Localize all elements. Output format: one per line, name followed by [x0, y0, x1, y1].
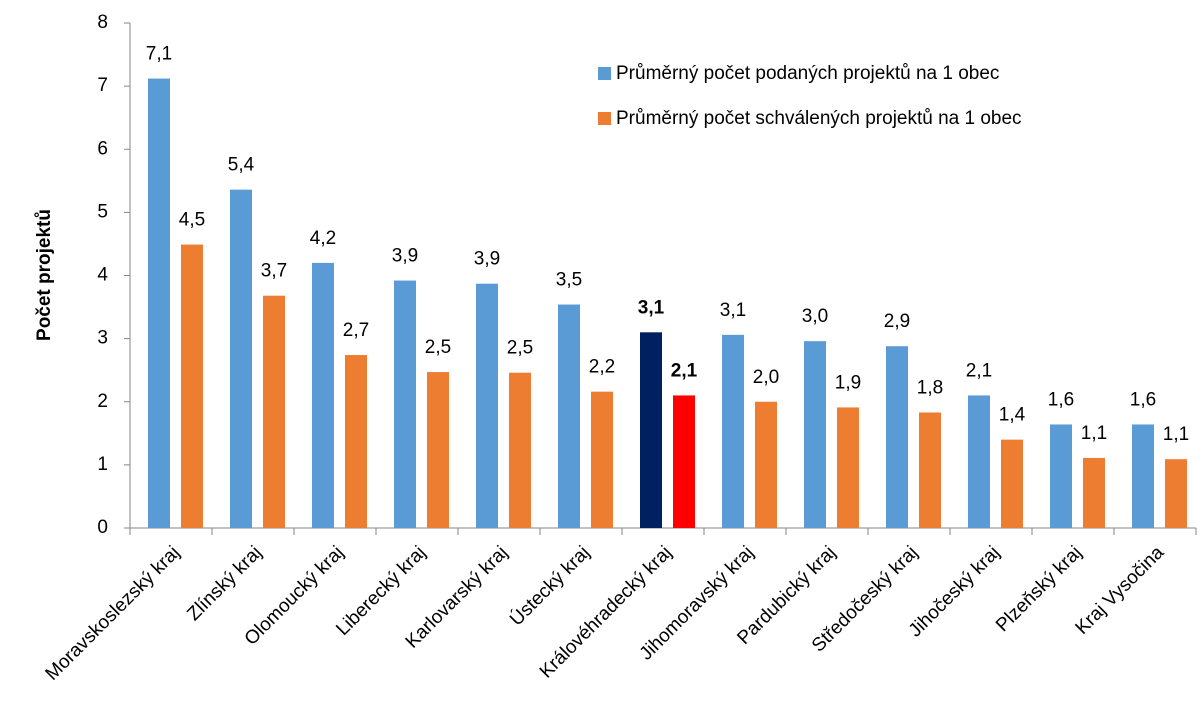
- data-label: 1,1: [1081, 423, 1107, 444]
- bar: [968, 395, 990, 528]
- y-tick-label: 5: [97, 201, 108, 222]
- data-label: 1,6: [1130, 389, 1156, 410]
- bar: [919, 412, 941, 528]
- data-label: 2,0: [753, 367, 779, 388]
- x-tick-label: Zlínský kraj: [183, 542, 266, 625]
- data-label: 2,2: [589, 357, 615, 378]
- bar: [804, 341, 826, 528]
- data-label: 2,1: [671, 360, 698, 381]
- data-label: 3,9: [474, 249, 500, 270]
- bar: [312, 262, 334, 528]
- legend-label: Průměrný počet schválených projektů na 1…: [616, 108, 1022, 129]
- data-label: 2,9: [884, 311, 910, 332]
- y-tick-label: 2: [97, 391, 108, 412]
- y-axis-title: Počet projektů: [34, 209, 55, 341]
- data-label: 1,8: [917, 377, 943, 398]
- data-label: 4,5: [179, 210, 205, 231]
- legend-label: Průměrný počet podaných projektů na 1 ob…: [616, 63, 999, 84]
- data-label: 2,7: [343, 320, 369, 341]
- bar: [886, 346, 908, 528]
- bar: [558, 304, 580, 528]
- data-label: 1,4: [999, 405, 1026, 426]
- data-label: 7,1: [146, 44, 172, 65]
- bar: [345, 355, 367, 528]
- bar: [837, 407, 859, 528]
- bar: [394, 280, 416, 528]
- bar: [263, 295, 285, 528]
- data-label: 2,1: [966, 360, 992, 381]
- legend-swatch: [598, 112, 611, 125]
- bar: [181, 244, 203, 528]
- data-label: 2,5: [507, 338, 533, 359]
- bar: [755, 401, 777, 528]
- y-tick-label: 6: [97, 138, 108, 159]
- y-tick-label: 4: [97, 265, 108, 286]
- bar: [1050, 424, 1072, 528]
- x-tick-label: Kraj Vysočina: [1072, 542, 1169, 639]
- y-tick-label: 3: [97, 328, 108, 349]
- y-tick-label: 8: [97, 12, 108, 33]
- bar: [148, 78, 170, 529]
- bar: [591, 391, 613, 528]
- bar: [673, 395, 695, 528]
- legend-swatch: [598, 67, 611, 80]
- data-label: 3,5: [556, 270, 582, 291]
- bar: [1132, 424, 1154, 528]
- x-tick-label: Ústecký kraj: [505, 542, 594, 631]
- data-label: 3,1: [720, 300, 746, 321]
- y-tick-label: 7: [97, 75, 108, 96]
- bar: [1083, 457, 1105, 528]
- data-label: 3,1: [638, 297, 665, 318]
- bar: [722, 334, 744, 528]
- data-label: 1,6: [1048, 389, 1074, 410]
- x-tick-label: Moravskoslezský kraj: [42, 542, 185, 685]
- y-tick-label: 1: [97, 454, 108, 475]
- data-label: 3,9: [392, 246, 418, 267]
- bar: [640, 332, 662, 528]
- data-label: 1,9: [835, 372, 861, 393]
- bar: [476, 283, 498, 528]
- data-label: 3,7: [261, 261, 287, 282]
- bar: [1001, 439, 1023, 528]
- data-label: 1,1: [1163, 424, 1189, 445]
- bar: [509, 372, 531, 528]
- data-label: 3,0: [802, 306, 828, 327]
- y-tick-label: 0: [97, 517, 108, 538]
- bar: [230, 189, 252, 528]
- data-label: 2,5: [425, 337, 451, 358]
- bar: [427, 372, 449, 528]
- bar: [1165, 459, 1187, 528]
- data-label: 5,4: [228, 155, 255, 176]
- data-label: 4,2: [310, 228, 336, 249]
